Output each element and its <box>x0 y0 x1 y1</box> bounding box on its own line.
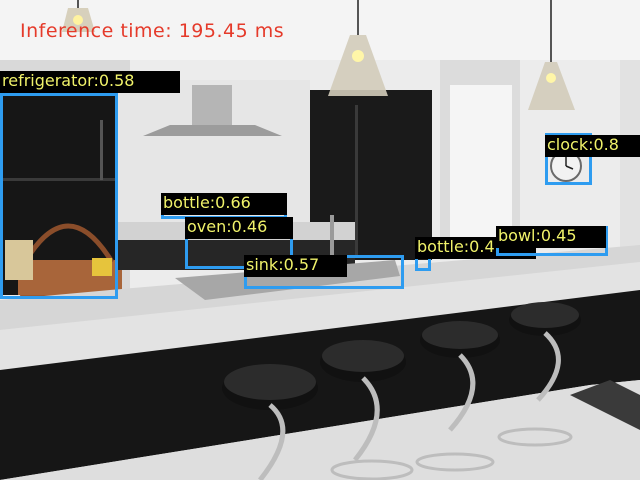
island-countertop <box>0 260 640 370</box>
detection-label-sink: sink:0.57 <box>244 255 347 277</box>
detection-label-bowl: bowl:0.45 <box>496 226 606 248</box>
detection-label-refrigerator: refrigerator:0.58 <box>0 71 180 93</box>
detection-label-oven: oven:0.46 <box>185 217 293 239</box>
range-hood <box>192 85 232 125</box>
inference-time-text: Inference time: 195.45 ms <box>20 20 285 42</box>
detection-box-clock <box>545 133 592 185</box>
detection-label-bottle-1: bottle:0.66 <box>161 193 287 215</box>
detection-label-clock: clock:0.8 <box>545 135 640 157</box>
detection-box-refrigerator <box>0 93 118 299</box>
pendant-light-center <box>328 35 388 96</box>
pendant-light-right <box>528 62 575 110</box>
bar-stools <box>222 302 581 480</box>
